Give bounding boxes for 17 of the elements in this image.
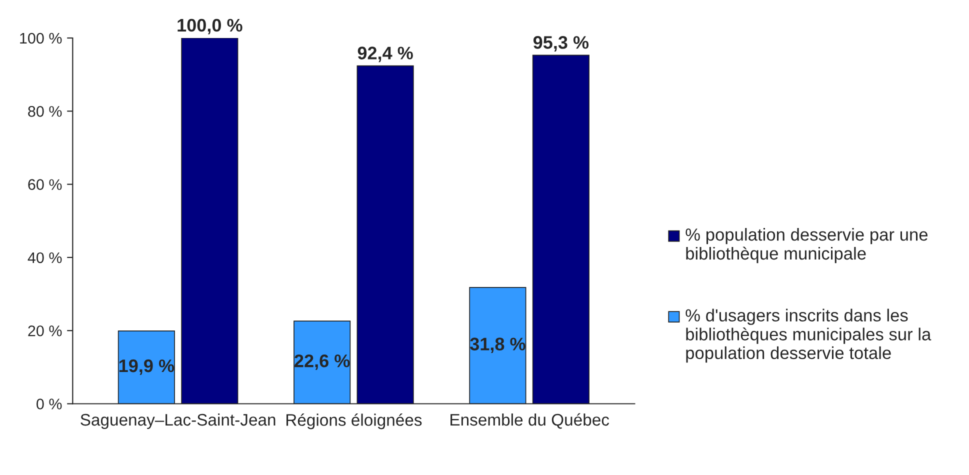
data-label: 31,8 %	[470, 338, 526, 354]
y-tick-label: 80 %	[28, 106, 62, 117]
data-label: 19,9 %	[119, 359, 174, 375]
data-label: 95,3 %	[533, 36, 589, 52]
x-tick-label: Régions éloignées	[286, 413, 422, 430]
y-tick-label: 20 %	[28, 325, 62, 336]
y-tick-label: 100 %	[20, 32, 62, 44]
legend-label: % population desservie par une bibliothèque municipale	[686, 228, 928, 264]
data-label: 92,4 %	[358, 46, 413, 62]
y-tick-label: 40 %	[28, 252, 62, 264]
x-tick-label: Saguenay–Lac-Saint-Jean	[80, 413, 276, 430]
data-label: 100,0 %	[178, 18, 242, 34]
y-tick-label: 60 %	[28, 179, 62, 190]
x-tick-label: Ensemble du Québec	[450, 413, 610, 429]
data-label: 22,6 %	[294, 354, 350, 370]
legend-label: % d'usagers inscrits dans les bibliothèques municipales sur la population desservie totale	[686, 308, 932, 363]
y-tick-label: 0 %	[36, 398, 62, 410]
